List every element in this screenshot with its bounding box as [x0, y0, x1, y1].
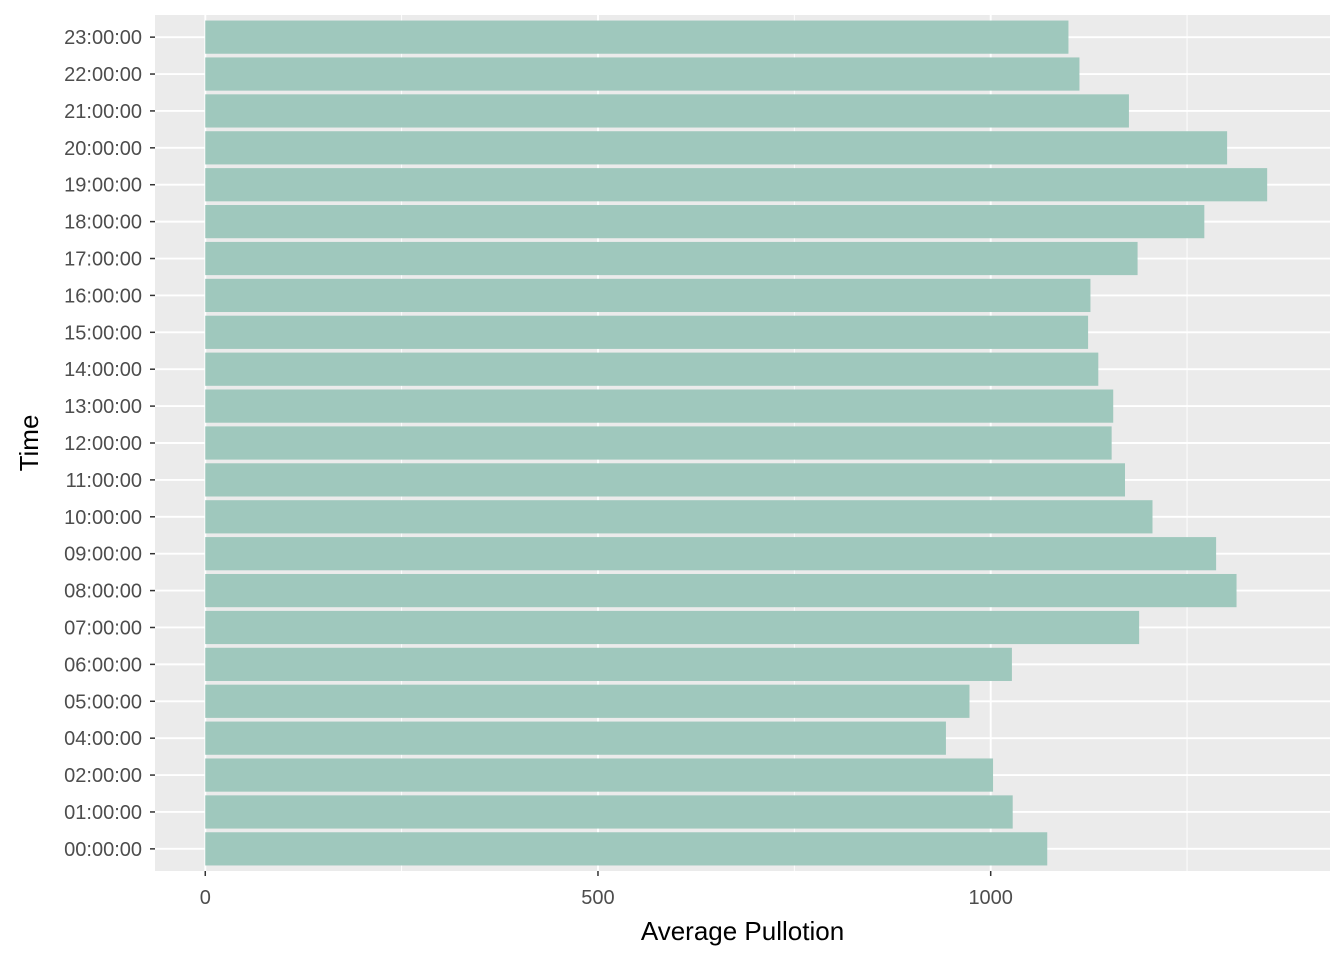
bar — [205, 426, 1112, 460]
y-tick-label: 13:00:00 — [64, 396, 142, 418]
y-tick-label: 02:00:00 — [64, 765, 142, 787]
y-tick-label: 20:00:00 — [64, 138, 142, 160]
bar — [205, 647, 1012, 681]
x-tick-label: 0 — [200, 887, 211, 909]
y-tick-label: 00:00:00 — [64, 839, 142, 861]
y-tick-label: 19:00:00 — [64, 175, 142, 197]
y-tick-label: 09:00:00 — [64, 544, 142, 566]
y-tick-label: 15:00:00 — [64, 322, 142, 344]
y-tick-label: 08:00:00 — [64, 581, 142, 603]
bar — [205, 463, 1126, 497]
x-axis-title: Average Pullotion — [641, 916, 844, 946]
bar — [205, 20, 1069, 54]
bar — [205, 94, 1129, 128]
y-tick-label: 12:00:00 — [64, 433, 142, 455]
y-tick-label: 06:00:00 — [64, 654, 142, 676]
bar — [205, 610, 1140, 645]
bar — [205, 537, 1217, 571]
x-tick-label: 500 — [581, 887, 614, 909]
y-tick-label: 18:00:00 — [64, 212, 142, 234]
bar — [205, 832, 1048, 866]
bar — [205, 500, 1153, 534]
y-tick-label: 11:00:00 — [66, 470, 142, 492]
bar — [205, 205, 1205, 239]
y-tick-label: 01:00:00 — [64, 802, 142, 824]
bar — [205, 241, 1138, 276]
x-tick-label: 1000 — [968, 887, 1013, 909]
bar — [205, 573, 1237, 608]
bar — [205, 278, 1091, 313]
y-tick-label: 16:00:00 — [64, 285, 142, 307]
y-tick-label: 14:00:00 — [64, 359, 142, 381]
bar — [205, 315, 1089, 349]
y-tick-label: 10:00:00 — [64, 507, 142, 529]
bar — [205, 57, 1080, 91]
y-tick-label: 23:00:00 — [64, 27, 142, 49]
bar — [205, 684, 970, 718]
bar — [205, 795, 1013, 829]
y-axis-title: Time — [14, 415, 44, 472]
bar — [205, 131, 1228, 165]
bars-group — [205, 20, 1268, 866]
y-tick-label: 07:00:00 — [64, 617, 142, 639]
y-tick-label: 04:00:00 — [64, 728, 142, 750]
y-tick-label: 05:00:00 — [64, 691, 142, 713]
bar — [205, 168, 1268, 202]
bar — [205, 389, 1114, 423]
bar — [205, 758, 994, 792]
y-tick-label: 17:00:00 — [64, 249, 142, 271]
y-tick-label: 22:00:00 — [64, 64, 142, 86]
y-tick-label: 21:00:00 — [64, 101, 142, 123]
x-axis: 0 500 1000 — [200, 871, 1013, 909]
bar — [205, 721, 946, 755]
y-axis: 00:00:00 01:00:00 02:00:00 04:00:00 05:00:00… — [64, 27, 155, 861]
bar — [205, 352, 1099, 386]
